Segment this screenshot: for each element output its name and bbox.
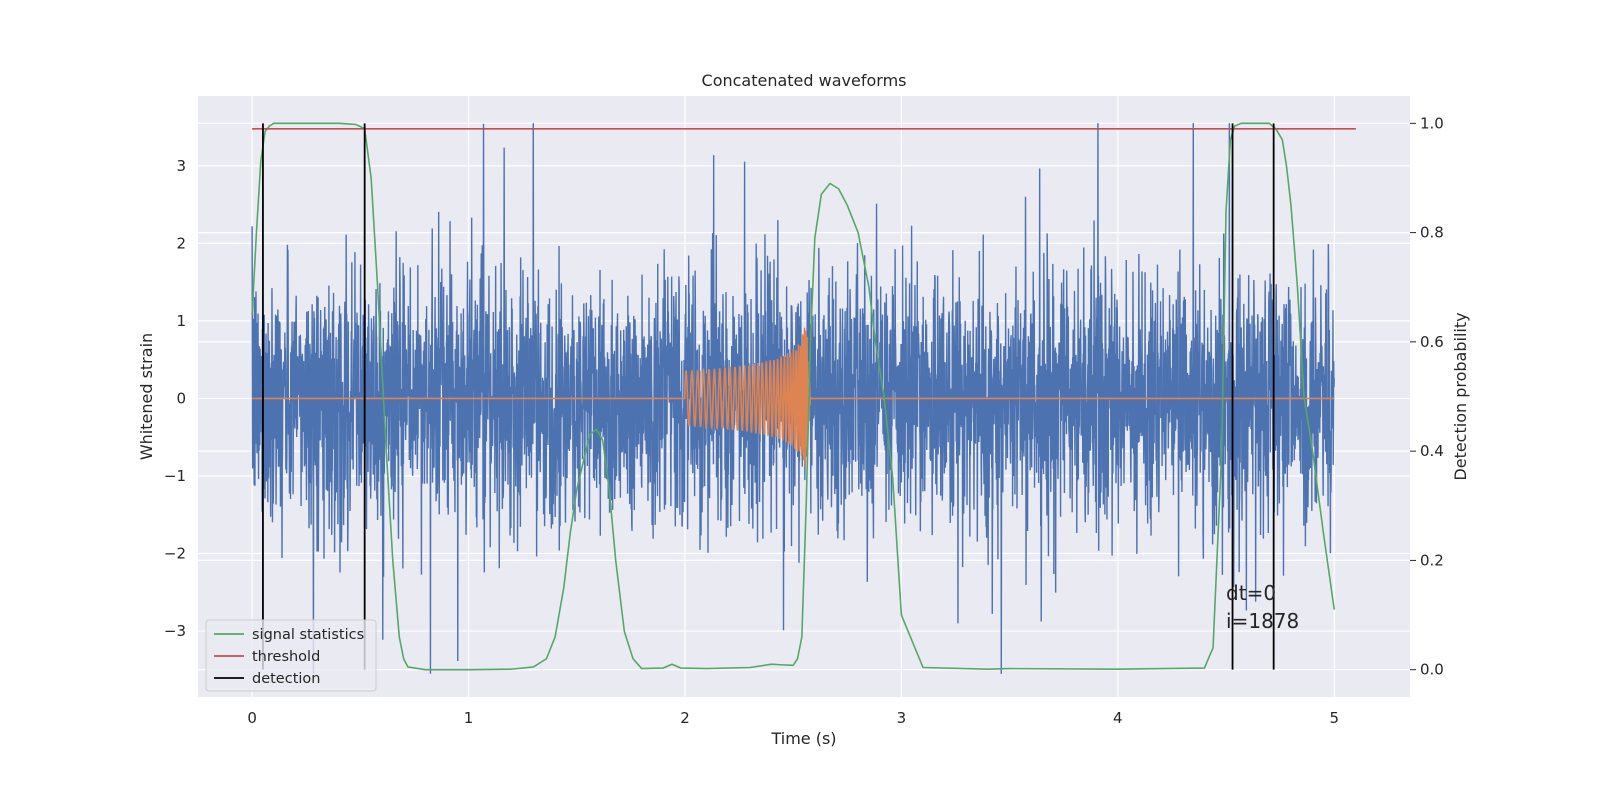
y-tick-label-right: 0.4 [1420,442,1444,460]
y-tick-label-right: 1.0 [1420,114,1444,132]
y-tick-label-right: 0.0 [1420,661,1444,679]
x-tick-label: 3 [897,709,907,727]
x-axis-label: Time (s) [770,729,836,748]
legend-box [205,619,377,692]
annotation: dt=0 i=1878 [1226,581,1299,633]
y-tick-label-right: 0.6 [1420,333,1444,351]
y-tick-label-right: 0.8 [1420,224,1444,242]
series-chirp [252,327,1335,467]
chart-title: Concatenated waveforms [702,71,907,90]
y-tick-label-left: 1 [176,312,186,330]
y-axis-label-left: Whitened strain [137,333,156,460]
x-tick-label: 2 [680,709,690,727]
y-tick-label-left: −2 [164,545,186,563]
legend-label: threshold [252,649,320,665]
y-tick-label-left: 0 [176,389,186,407]
series-noise [251,123,1335,674]
x-tick-label: 1 [464,709,474,727]
series-stat [251,122,1336,671]
x-tick-label: 4 [1113,709,1123,727]
y-tick-label-left: 2 [176,234,186,252]
x-tick-label: 0 [247,709,257,727]
y-tick-label-right: 0.2 [1420,551,1444,569]
y-axis-label-right: Detection probability [1451,312,1470,480]
legend-label: signal statistics [252,627,364,643]
y-tick-label-left: −3 [164,622,186,640]
data-layer [251,122,1356,674]
x-tick-label: 5 [1329,709,1339,727]
annotation-line: i=1878 [1226,609,1299,633]
legend-label: detection [252,671,320,687]
ticks: 0 1 2 3 4 5 −3 −2 −1 0 1 2 3 0.0 0.2 0.4 0.6 0.8 1.0 [164,114,1444,727]
y-tick-label-left: −1 [164,467,186,485]
y-tick-label-left: 3 [176,157,186,175]
legend: signal statistics threshold detection [205,619,377,692]
annotation-line: dt=0 [1226,581,1276,605]
